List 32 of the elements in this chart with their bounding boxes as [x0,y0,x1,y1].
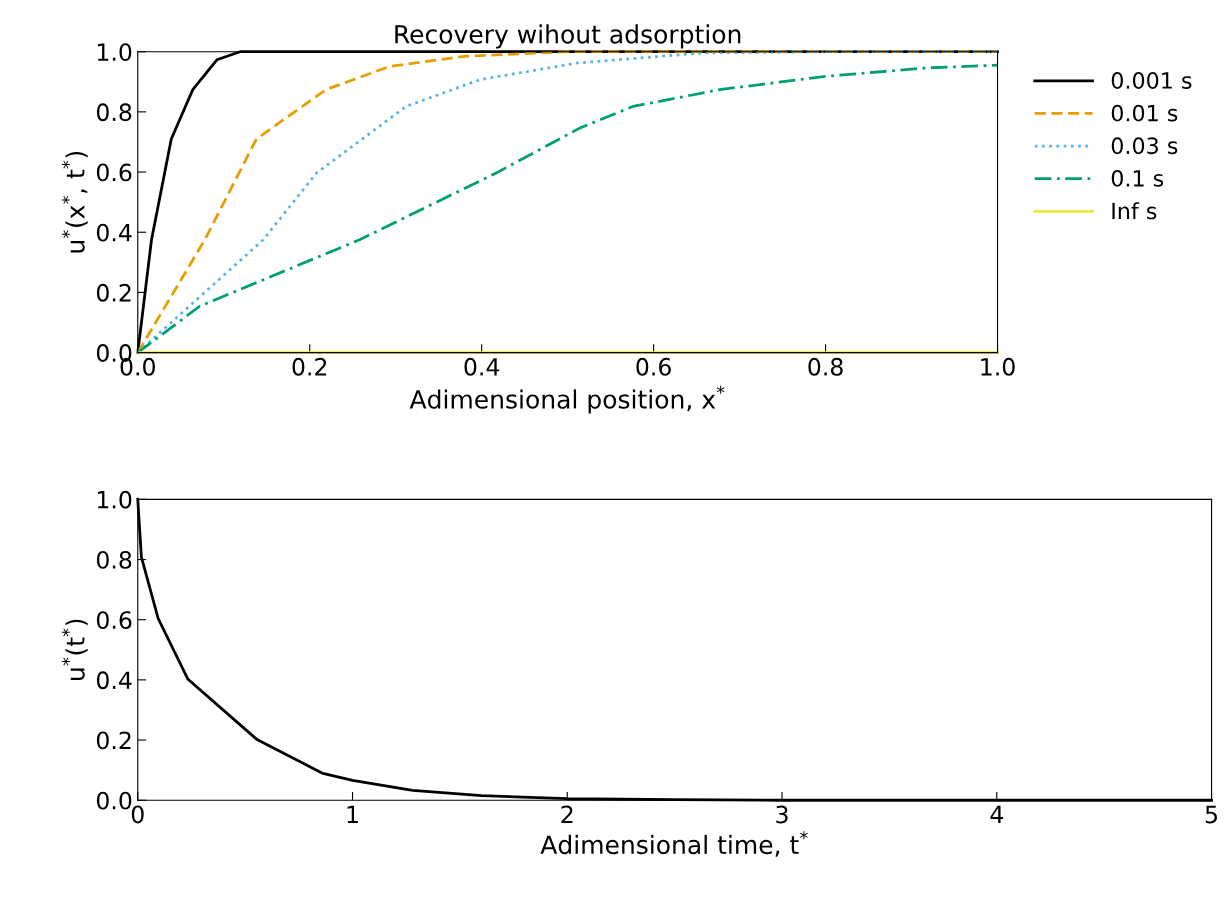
y-axis-title: u$^{*}$(t$^{*}$) [61,619,88,680]
y-tick-label: 0.2 [96,283,131,302]
x-axis-title: Adimensional position, x$^{*}$ [409,385,725,414]
x-axis-title: Adimensional time, t$^{*}$ [540,831,808,857]
y-tick-label: 0.2 [96,731,131,750]
y-tick-label: 0.6 [96,163,132,182]
legend-label: 0.1 s [1111,169,1164,187]
y-tick-label: 1.0 [97,43,132,61]
legend-label: 0.01 s [1111,104,1178,122]
y-tick-label: 0.4 [96,671,132,690]
x-tick-label: 4 [990,805,1003,824]
x-tick-label: 2 [561,805,573,824]
y-tick-label: 1.0 [97,490,132,509]
y-tick-label: 0.8 [96,103,132,122]
y-tick-label: 0.6 [96,611,132,630]
y-tick-label: 0.8 [96,550,132,569]
y-tick-label: 0.0 [96,791,132,810]
chart-title: Recovery wihout adsorption [395,24,741,49]
legend-label: 0.03 s [1111,137,1178,155]
x-tick-label: 0.4 [464,357,500,376]
x-tick-label: 0.2 [292,357,327,376]
x-tick-label: 0.6 [636,357,671,376]
y-tick-label: 0.4 [96,223,132,242]
legend-label: 0.001 s [1111,72,1192,89]
legend-label: Inf s [1112,202,1157,220]
x-tick-label: 0.8 [808,357,843,376]
x-tick-label: 3 [776,805,788,824]
x-tick-label: 1 [347,805,358,824]
x-tick-label: 1.0 [981,357,1015,376]
x-tick-label: 0 [131,805,144,824]
y-axis-title: u$^{*}$(x$^{*}$, t$^{*}$) [61,151,88,253]
x-tick-label: 5 [1205,805,1217,824]
